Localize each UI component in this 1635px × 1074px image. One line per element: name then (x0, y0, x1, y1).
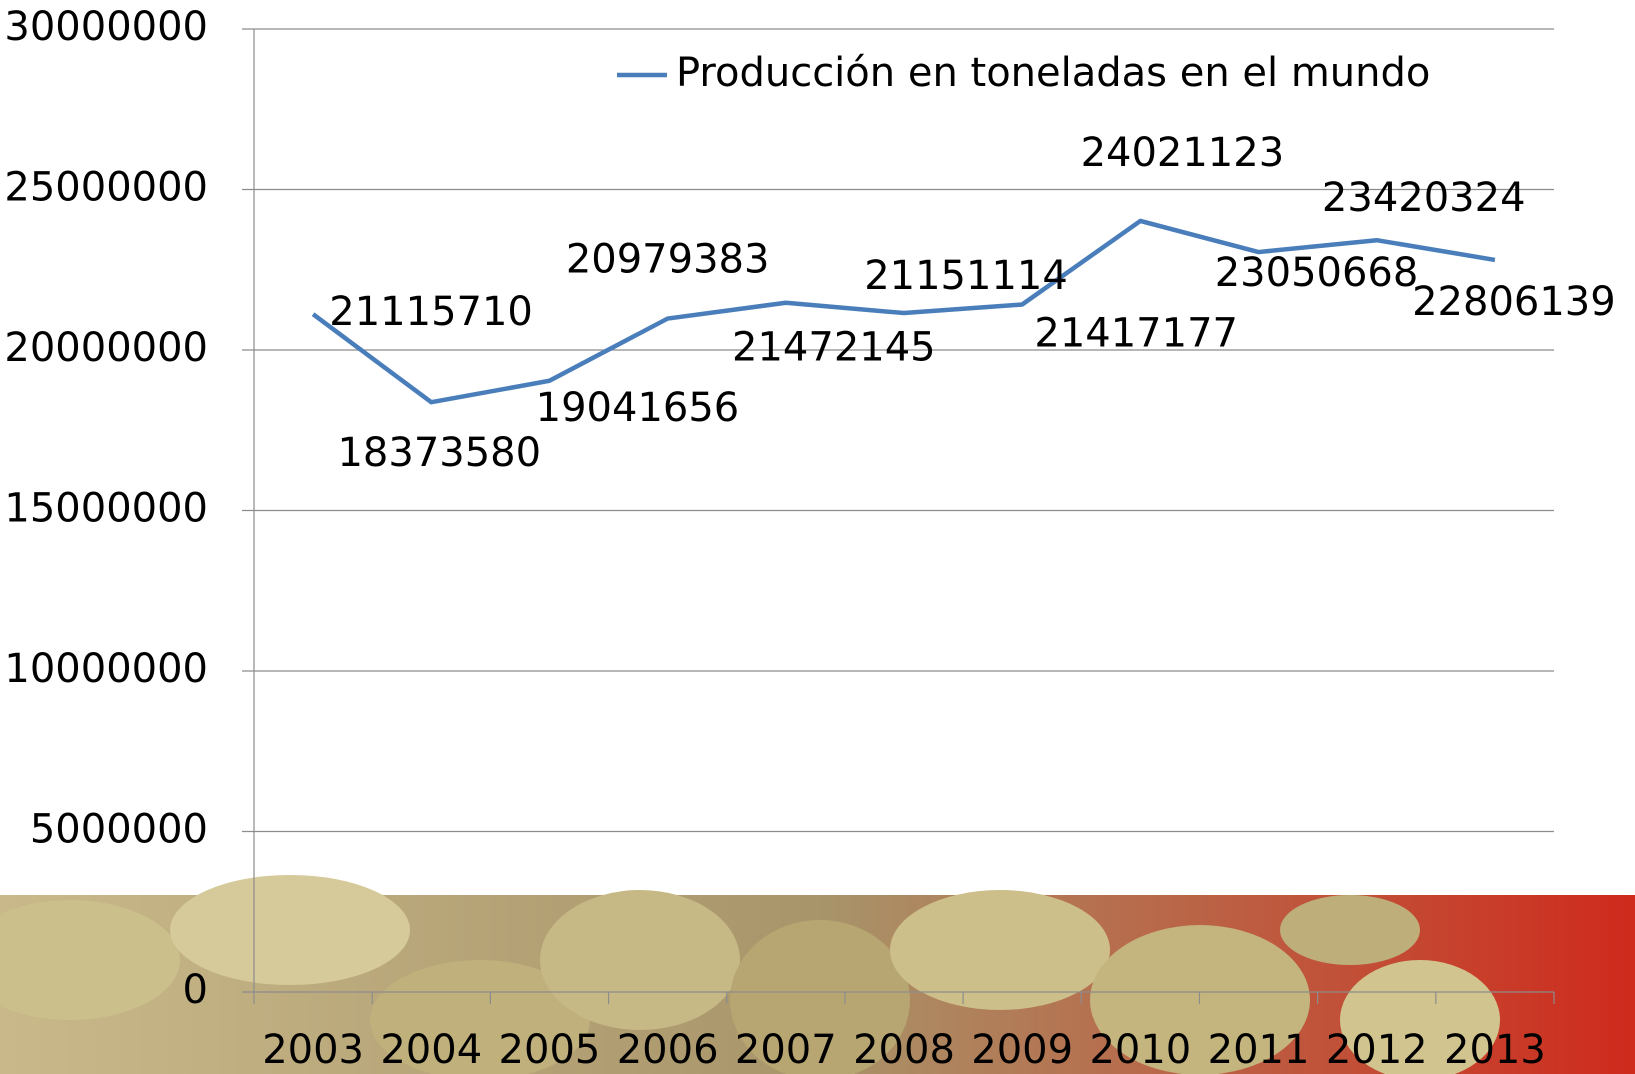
y-tick-label: 10000000 (4, 646, 208, 692)
data-label: 19041656 (536, 385, 740, 431)
data-label: 20979383 (566, 237, 770, 283)
data-line (311, 218, 1496, 405)
y-tick-label: 5000000 (30, 807, 208, 853)
x-tick-label: 2007 (735, 1027, 837, 1073)
x-tick-label: 2003 (262, 1027, 364, 1073)
data-label: 21151114 (864, 253, 1068, 299)
data-label: 21472145 (732, 325, 936, 371)
data-label: 22806139 (1412, 279, 1616, 325)
data-label: 21417177 (1034, 311, 1238, 357)
y-tick-label: 15000000 (4, 486, 208, 532)
y-tick-label: 30000000 (4, 4, 208, 50)
x-tick-label: 2013 (1444, 1027, 1546, 1073)
data-label: 23420324 (1322, 175, 1526, 221)
data-label: 21115710 (329, 289, 533, 335)
x-tick-label: 2011 (1208, 1027, 1310, 1073)
x-tick-label: 2010 (1089, 1027, 1191, 1073)
x-tick-label: 2004 (380, 1027, 482, 1073)
y-tick-label: 25000000 (4, 165, 208, 211)
x-tick-label: 2009 (971, 1027, 1073, 1073)
x-tick-label: 2008 (853, 1027, 955, 1073)
bean-photo (0, 875, 1635, 1074)
data-label: 23050668 (1215, 250, 1419, 296)
y-tick-label: 20000000 (4, 325, 208, 371)
x-tick-label: 2005 (499, 1027, 601, 1073)
data-label: 18373580 (337, 430, 541, 476)
data-label: 24021123 (1081, 130, 1285, 176)
y-tick-label: 0 (183, 967, 208, 1013)
x-tick-label: 2012 (1326, 1027, 1428, 1073)
legend-label: Producción en toneladas en el mundo (676, 50, 1430, 96)
x-tick-label: 2006 (617, 1027, 719, 1073)
